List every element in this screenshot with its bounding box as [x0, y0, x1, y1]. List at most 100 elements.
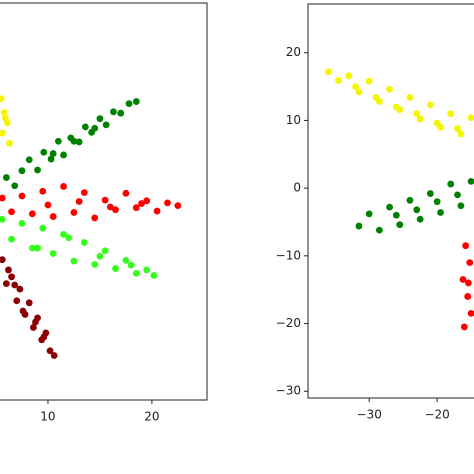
point [465, 279, 472, 287]
point [426, 101, 434, 109]
point [454, 125, 461, 132]
point [1, 114, 9, 122]
point [75, 198, 83, 205]
point [32, 318, 39, 326]
point [0, 95, 5, 103]
point [18, 220, 26, 227]
point [96, 252, 104, 260]
point [60, 230, 67, 238]
point [386, 85, 393, 93]
point [49, 213, 57, 220]
point [50, 352, 58, 359]
point [375, 226, 383, 234]
point [365, 77, 373, 85]
point [8, 235, 15, 243]
y-tick-label: 0 [293, 181, 301, 195]
point [46, 347, 54, 355]
point [426, 190, 434, 197]
point [110, 108, 117, 116]
point [19, 307, 27, 315]
point [396, 221, 404, 229]
point [25, 156, 33, 164]
y-tick-label: −30 [276, 384, 301, 398]
plot-frame [307, 3, 474, 399]
point [65, 234, 73, 242]
point [34, 244, 41, 252]
point [40, 333, 48, 341]
point [96, 115, 104, 123]
point [462, 242, 470, 250]
point [392, 211, 400, 219]
point [28, 210, 36, 218]
point [70, 257, 78, 265]
point [54, 137, 62, 145]
y-tick-label: 20 [286, 45, 301, 59]
point [406, 94, 414, 101]
point [132, 204, 140, 212]
point [2, 280, 10, 288]
point [352, 83, 359, 90]
y-tick-label: 10 [286, 113, 301, 127]
point [101, 247, 109, 255]
point [150, 272, 158, 279]
points [324, 68, 474, 331]
point [0, 256, 6, 264]
point [467, 114, 474, 122]
point [49, 150, 57, 157]
point [18, 192, 26, 200]
point [433, 119, 441, 127]
point [91, 124, 99, 132]
point [466, 259, 474, 267]
point [49, 250, 57, 257]
point [91, 214, 99, 222]
point [8, 273, 15, 281]
point [81, 123, 89, 131]
point [125, 100, 133, 108]
point [355, 222, 363, 230]
point [11, 281, 19, 289]
point [5, 266, 12, 274]
point [6, 139, 13, 147]
point [132, 98, 140, 105]
point [80, 189, 88, 197]
point [460, 323, 468, 331]
point [28, 244, 36, 252]
chart: −30 −20 −30 −20 −10 0 10 20 [276, 3, 474, 422]
point [457, 130, 465, 138]
point [138, 200, 145, 207]
point [467, 177, 474, 185]
point [416, 115, 424, 123]
point [39, 187, 47, 195]
point [143, 266, 151, 274]
point [2, 174, 10, 181]
point [372, 94, 380, 101]
point [75, 138, 83, 146]
point [464, 293, 472, 300]
point [106, 203, 114, 211]
point [413, 110, 421, 118]
point [0, 194, 6, 202]
point [101, 196, 109, 204]
point [44, 201, 52, 209]
point [454, 191, 461, 199]
x-tick-label: −30 [357, 408, 382, 422]
chart: 10 20 [0, 2, 208, 424]
point [47, 155, 55, 163]
point [433, 198, 441, 206]
point [70, 137, 78, 145]
point [112, 265, 119, 272]
point [153, 207, 161, 215]
point [102, 121, 110, 129]
point [25, 299, 33, 307]
point [324, 68, 332, 76]
point [60, 151, 67, 159]
point [365, 210, 373, 218]
point [416, 215, 424, 223]
point [39, 224, 47, 232]
point [467, 309, 474, 317]
x-tick-label: 10 [40, 410, 55, 424]
point [437, 209, 444, 216]
point [16, 285, 24, 293]
point [355, 88, 363, 96]
